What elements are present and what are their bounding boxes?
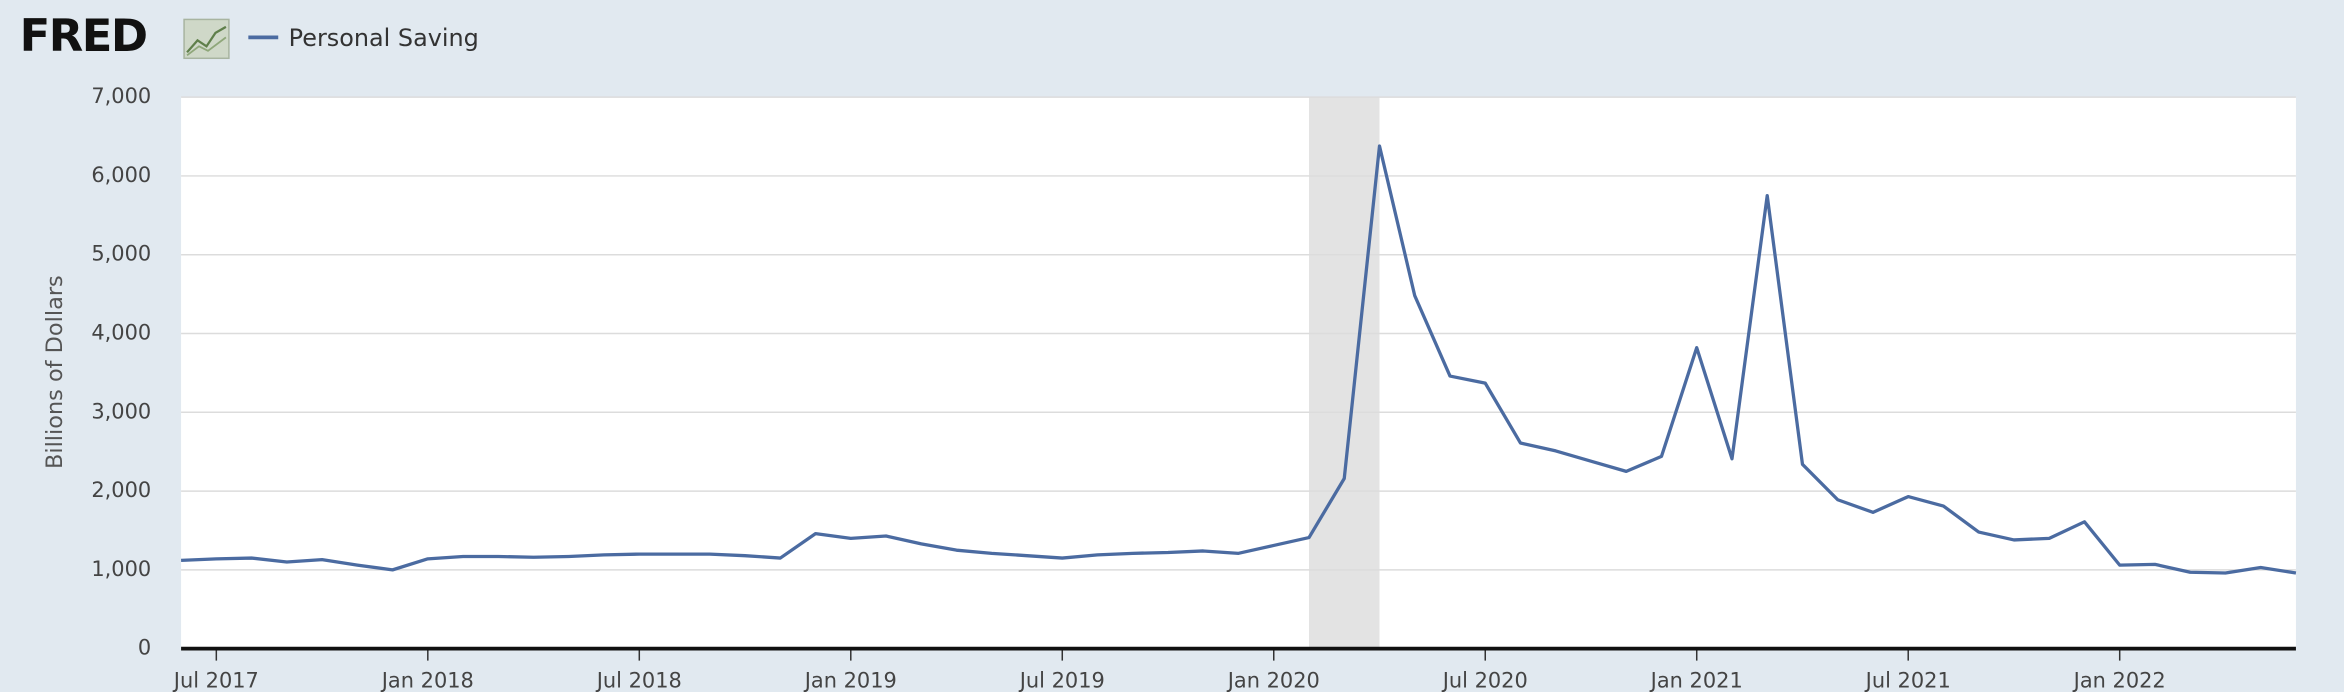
x-tick-label: Jan 2020 [1226,669,1320,692]
x-tick-label: Jul 2018 [595,669,682,692]
y-tick-label: 6,000 [91,163,151,187]
y-tick-label: 7,000 [91,84,151,108]
y-tick-label: 2,000 [91,478,151,502]
plot-area [181,97,2296,649]
series-line [181,144,2297,575]
y-tick-label: 3,000 [91,399,151,423]
logo-icon [183,18,230,60]
y-tick-label: 0 [138,636,151,660]
y-tick-label: 1,000 [91,557,151,581]
x-tick-label: Jan 2019 [803,669,897,692]
x-tick-label: Jul 2017 [172,669,259,692]
y-tick-label: 4,000 [91,321,151,345]
x-tick-label: Jul 2020 [1441,669,1528,692]
x-tick-label: Jan 2018 [380,669,474,692]
legend-label: Personal Saving [289,24,479,52]
recession-band [1309,97,1380,649]
y-tick-label: 5,000 [91,242,151,266]
x-tick-label: Jan 2021 [1649,669,1743,692]
x-tick-label: Jan 2022 [2072,669,2166,692]
logo: FRED [20,9,147,62]
x-tick-label: Jul 2021 [1864,669,1951,692]
y-axis-label: Billions of Dollars [42,275,68,469]
x-tick-label: Jul 2019 [1018,669,1105,692]
